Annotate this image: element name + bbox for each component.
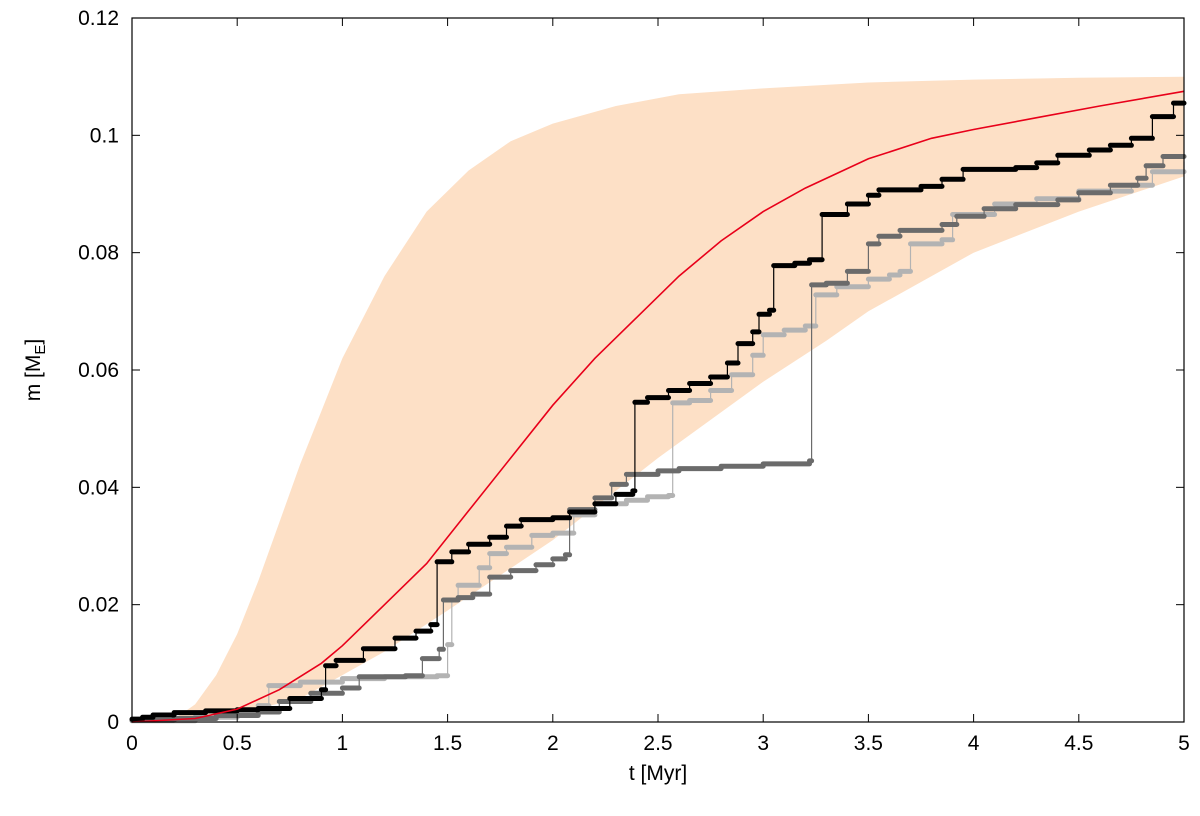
y-tick-label: 0.04 bbox=[78, 476, 119, 499]
x-tick-label: 2 bbox=[547, 732, 559, 755]
x-tick-label: 3 bbox=[757, 732, 769, 755]
series-layer bbox=[129, 90, 1187, 724]
y-tick-label: 0.02 bbox=[78, 594, 119, 617]
y-tick-label: 0.12 bbox=[78, 7, 119, 30]
x-tick-label: 4 bbox=[968, 732, 980, 755]
y-tick-label: 0.08 bbox=[78, 242, 119, 265]
x-tick-label: 2.5 bbox=[643, 732, 672, 755]
y-axis-label-end: ] bbox=[22, 339, 45, 345]
series-0 bbox=[131, 90, 1185, 723]
x-axis-label: t [Myr] bbox=[629, 762, 687, 785]
series-0-line bbox=[131, 90, 1185, 723]
y-tick-label: 0 bbox=[107, 711, 119, 734]
series-1 bbox=[129, 100, 1187, 722]
x-tick-label: 1.5 bbox=[433, 732, 462, 755]
x-tick-label: 5 bbox=[1178, 732, 1190, 755]
y-axis-label-subscript: E bbox=[32, 345, 49, 355]
y-tick-label: 0.1 bbox=[90, 124, 119, 147]
x-tick-label: 3.5 bbox=[854, 732, 883, 755]
tick-layer: 0 0.5 1 1.5 2 2.5 3 3.5 4 4.5 5 0 0.02 0.04 0.06 0.08 0.… bbox=[78, 7, 1190, 755]
y-axis-label: m [ME] bbox=[22, 339, 49, 402]
x-tick-label: 0 bbox=[126, 732, 138, 755]
y-tick-label: 0.06 bbox=[78, 359, 119, 382]
y-axis-label-main: m [M bbox=[22, 355, 45, 402]
x-tick-label: 1 bbox=[337, 732, 349, 755]
x-tick-label: 4.5 bbox=[1064, 732, 1093, 755]
x-tick-label: 0.5 bbox=[223, 732, 252, 755]
